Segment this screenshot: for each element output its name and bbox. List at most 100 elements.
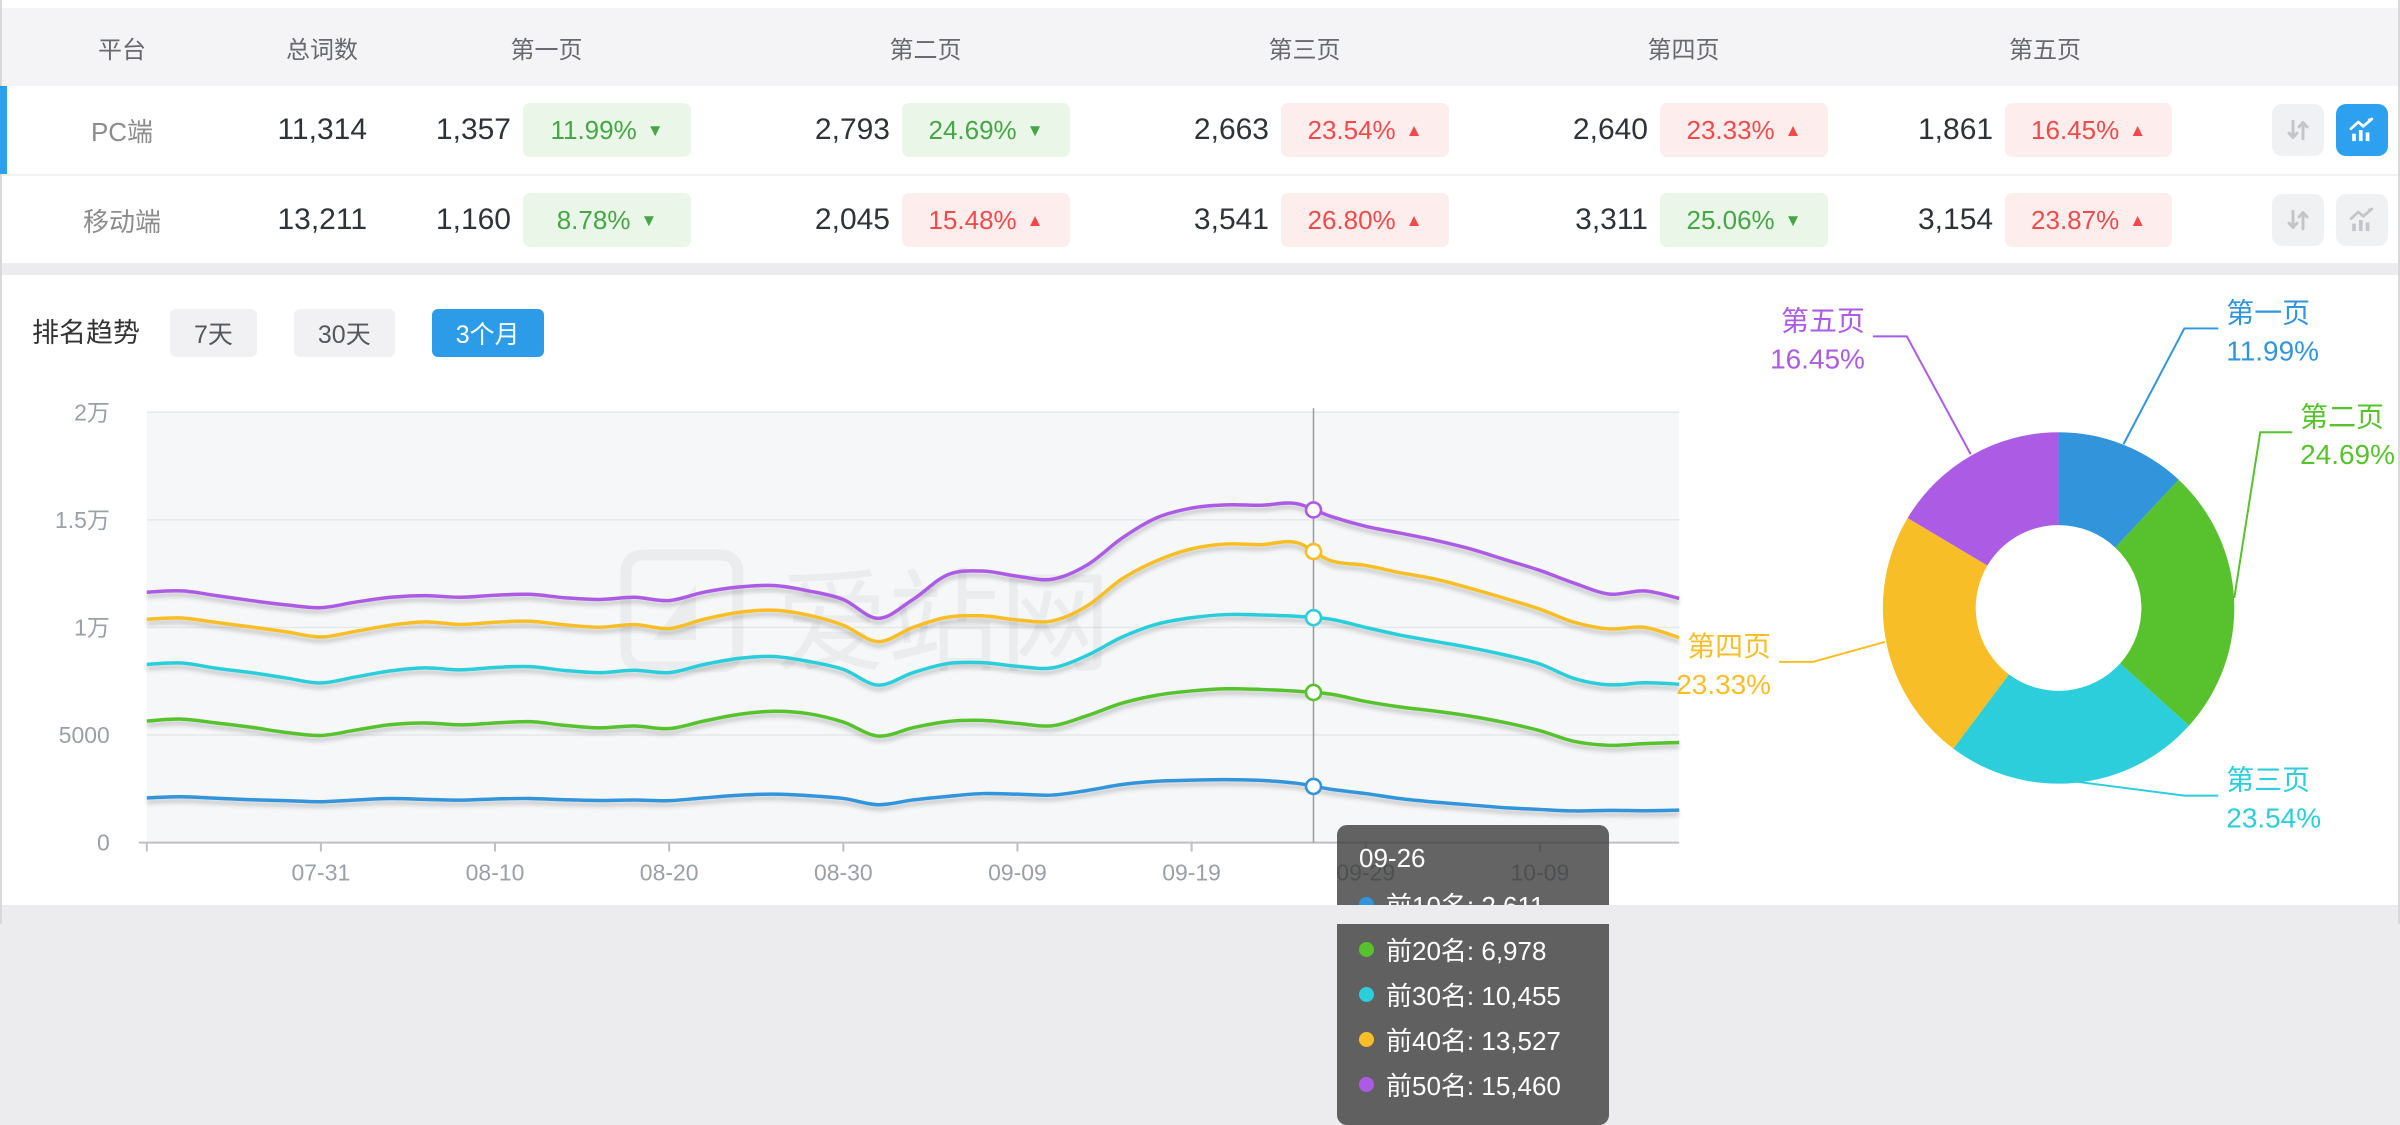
sort-compare-button[interactable] (2272, 194, 2324, 246)
col-header-page2: 第二页 (889, 36, 962, 64)
page3-count: 2,663 (1193, 113, 1269, 146)
col-header-total-words: 总词数 (286, 36, 358, 64)
series-dot-icon (1359, 1077, 1374, 1092)
x-axis-label: 07-31 (292, 860, 351, 886)
y-axis-label: 2万 (74, 399, 110, 425)
donut-label-line (2122, 327, 2219, 445)
page3-percent: 26.80% (1307, 204, 1396, 235)
donut-percent-第三页: 23.54% (2226, 803, 2321, 834)
mini-trend-chart-icon (2349, 117, 2374, 142)
page4-count: 3,311 (1575, 203, 1648, 236)
tooltip-row-前40名: 前40名: 13,527 (1359, 1017, 1587, 1062)
page2-count: 2,793 (814, 113, 890, 146)
page3-change-badge: 23.54% ▲ (1281, 103, 1449, 157)
series-dot-icon (1359, 1032, 1374, 1047)
page3-change-badge: 26.80% ▲ (1281, 193, 1449, 247)
arrow-down-icon: ▼ (1784, 210, 1802, 230)
series-line-前20名[interactable] (146, 686, 1680, 748)
arrow-down-icon: ▼ (646, 120, 664, 140)
x-axis-label: 09-19 (1162, 860, 1221, 886)
row-actions (2262, 104, 2398, 156)
donut-label-第五页: 第五页 (1781, 305, 1865, 336)
page1-count: 1,357 (435, 113, 511, 146)
page1-change-badge: 11.99% ▼ (523, 103, 691, 157)
donut-percent-第四页: 23.33% (1676, 669, 1771, 700)
table-header-row: 平台 总词数 第一页 第二页 第三页 第四页 第五页 (2, 8, 2398, 86)
arrow-up-icon: ▲ (1405, 210, 1423, 230)
hover-marker-前20名 (1304, 683, 1323, 702)
series-dot-icon (1359, 942, 1374, 957)
table-body: PC端 11,314 1,357 11.99% ▼ 2,793 24.69% ▼… (0, 86, 2398, 264)
page1-percent: 8.78% (556, 204, 631, 235)
total-words-value: 11,314 (277, 113, 367, 146)
page4-percent: 23.33% (1686, 114, 1775, 145)
page2-cell: 2,045 15.48% ▲ (781, 193, 1160, 247)
y-axis-label: 1.5万 (55, 507, 110, 533)
arrow-up-icon: ▲ (1784, 120, 1802, 140)
series-line-前10名[interactable] (146, 777, 1680, 813)
x-axis-label: 08-10 (466, 860, 525, 886)
donut-label-line (1872, 335, 1972, 455)
donut-slice-第五页[interactable] (1907, 432, 2059, 566)
col-header-platform: 平台 (98, 36, 146, 64)
series-line-前50名[interactable] (146, 501, 1680, 621)
col-header-page1: 第一页 (510, 36, 583, 64)
donut-label-line (2076, 780, 2219, 797)
arrow-up-icon: ▲ (1026, 210, 1044, 230)
hover-marker-前30名 (1304, 608, 1323, 627)
donut-percent-第五页: 16.45% (1770, 343, 1865, 374)
bottom-strip (2, 905, 2398, 924)
hover-marker-前10名 (1304, 777, 1323, 796)
tooltip-value: 前40名: 13,527 (1386, 1026, 1561, 1056)
page1-change-badge: 8.78% ▼ (523, 193, 691, 247)
donut-slice-第一页[interactable] (2058, 432, 2179, 548)
y-axis-label: 0 (97, 830, 110, 856)
sort-arrows-icon (2287, 119, 2309, 141)
page2-change-badge: 15.48% ▲ (902, 193, 1070, 247)
tooltip-value: 前30名: 10,455 (1386, 981, 1561, 1011)
donut-slice-第三页[interactable] (1953, 663, 2190, 784)
page2-percent: 15.48% (928, 204, 1017, 235)
table-row-mobile[interactable]: 移动端 13,211 1,160 8.78% ▼ 2,045 15.48% ▲ … (2, 174, 2398, 264)
donut-label-line (2233, 431, 2293, 599)
page2-count: 2,045 (814, 203, 890, 236)
tab-3-months[interactable]: 3个月 (431, 309, 544, 357)
page5-change-badge: 16.45% ▲ (2005, 103, 2172, 157)
x-axis-label: 10-09 (1511, 860, 1570, 886)
donut-slice-第二页[interactable] (2115, 479, 2235, 726)
arrow-up-icon: ▲ (2129, 210, 2147, 230)
tooltip-row-前20名: 前20名: 6,978 (1359, 927, 1587, 972)
page1-count: 1,160 (435, 203, 511, 236)
page3-count: 3,541 (1193, 203, 1269, 236)
sort-arrows-icon (2287, 209, 2309, 231)
page2-change-badge: 24.69% ▼ (902, 103, 1070, 157)
page4-change-badge: 23.33% ▲ (1660, 103, 1828, 157)
col-header-page3: 第三页 (1268, 36, 1341, 64)
col-header-page5: 第五页 (2009, 36, 2081, 64)
tab-30-days[interactable]: 30天 (293, 309, 395, 357)
table-row-pc[interactable]: PC端 11,314 1,357 11.99% ▼ 2,793 24.69% ▼… (0, 86, 2398, 174)
page1-cell: 1,357 11.99% ▼ (402, 103, 781, 157)
sort-compare-button[interactable] (2272, 104, 2324, 156)
x-axis-label: 08-30 (814, 860, 873, 886)
page1-cell: 1,160 8.78% ▼ (402, 193, 781, 247)
tooltip-value: 前20名: 6,978 (1386, 936, 1547, 966)
section-title: 排名趋势 (32, 318, 140, 348)
page5-count: 1,861 (1918, 113, 1994, 146)
page5-percent: 23.87% (2031, 204, 2120, 235)
tab-7-days[interactable]: 7天 (170, 309, 257, 357)
donut-slice-第四页[interactable] (1882, 518, 2009, 749)
page2-cell: 2,793 24.69% ▼ (781, 103, 1160, 157)
show-trend-button[interactable] (2336, 104, 2388, 156)
arrow-up-icon: ▲ (2129, 120, 2147, 140)
hover-marker-前40名 (1304, 542, 1323, 561)
row-actions (2262, 194, 2398, 246)
series-line-前40名[interactable] (146, 539, 1680, 644)
donut-label-line (1779, 640, 1886, 663)
page4-cell: 2,640 23.33% ▲ (1539, 103, 1918, 157)
series-line-前30名[interactable] (146, 612, 1680, 687)
total-words-value: 13,211 (277, 203, 367, 236)
show-trend-button[interactable] (2336, 194, 2388, 246)
